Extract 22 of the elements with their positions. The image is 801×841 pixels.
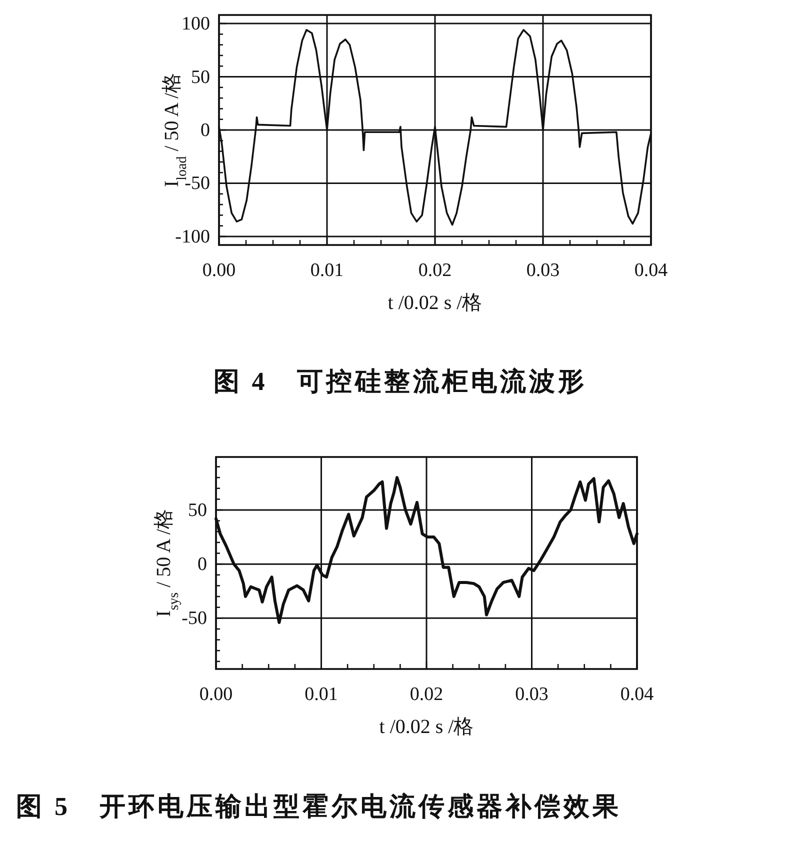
x-tick-label: 0.00: [199, 684, 233, 705]
x-tick-label: 0.04: [634, 260, 668, 281]
y-tick-label: 0: [200, 120, 210, 141]
x-tick-label: 0.01: [310, 260, 344, 281]
x-tick-label: 0.02: [418, 260, 452, 281]
x-tick-label: 0.02: [410, 684, 444, 705]
x-axis-title: t /0.02 s /格: [379, 716, 474, 738]
y-tick-label: -50: [182, 608, 207, 630]
x-axis-title: t /0.02 s /格: [388, 292, 482, 314]
y-tick-label: -100: [175, 226, 210, 248]
y-tick-label: 50: [191, 66, 210, 88]
caption: 图 4 可控硅整流柜电流波形: [213, 367, 587, 396]
y-tick-label: 100: [182, 14, 210, 35]
caption: 图 5 开环电压输出型霍尔电流传感器补偿效果: [16, 792, 622, 821]
x-tick-label: 0.04: [620, 684, 654, 705]
x-tick-label: 0.01: [304, 684, 338, 705]
y-tick-label: 50: [188, 500, 207, 521]
y-tick-label: -50: [184, 173, 210, 194]
y-tick-label: 0: [198, 554, 207, 576]
x-tick-label: 0.03: [526, 260, 560, 281]
x-tick-label: 0.03: [515, 684, 548, 705]
x-tick-label: 0.00: [202, 260, 236, 281]
